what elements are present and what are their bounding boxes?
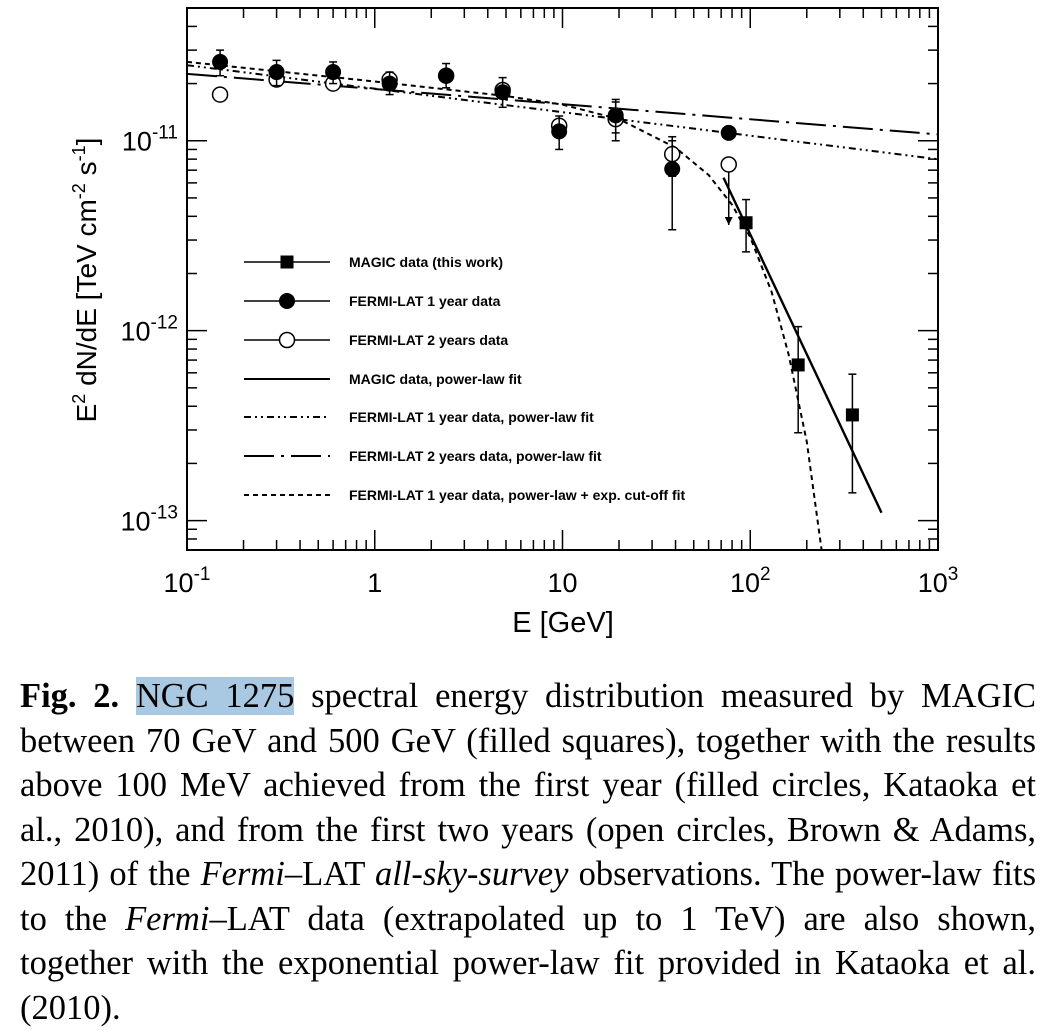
- legend-item: FERMI-LAT 2 years data, power-law fit: [244, 448, 602, 464]
- legend-label: MAGIC data, power-law fit: [349, 371, 522, 387]
- x-tick-label: 103: [918, 564, 959, 598]
- fit-line: [722, 177, 883, 514]
- y-axis-label: E2 dN/dE [TeV cm-2 s-1]: [69, 138, 102, 423]
- legend-label: MAGIC data (this work): [349, 254, 503, 270]
- data-point: [325, 64, 342, 81]
- y-tick-label: 10-13: [120, 503, 178, 537]
- upper-limit-arrowhead: [724, 217, 733, 226]
- caption-object-highlight: NGC 1275: [135, 677, 295, 715]
- data-point: [212, 53, 229, 70]
- y-tick-label: 10-11: [122, 123, 178, 157]
- legend-item: MAGIC data (this work): [244, 254, 503, 270]
- legend-label: FERMI-LAT 1 year data: [349, 293, 501, 309]
- data-point: [438, 67, 455, 84]
- x-tick-labels: 10-1 1 10 102 103: [164, 564, 959, 598]
- legend-label: FERMI-LAT 1 year data, power-law fit: [349, 409, 594, 425]
- data-point: [739, 216, 753, 230]
- data-point: [551, 123, 568, 140]
- data-point: [607, 107, 624, 124]
- legend-marker: [280, 255, 294, 269]
- legend-item: FERMI-LAT 1 year data, power-law + exp. …: [244, 487, 686, 503]
- x-tick-label: 102: [730, 564, 771, 598]
- caption-all-sky-survey: all-sky-survey: [374, 855, 569, 893]
- x-axis-label: E [GeV]: [512, 607, 614, 639]
- data-point: [268, 64, 285, 81]
- data-point: [211, 86, 229, 103]
- legend-item: FERMI-LAT 2 years data: [244, 331, 508, 349]
- data-point: [720, 156, 737, 173]
- caption-text-3: observations. The power-law fits to the: [20, 855, 1036, 938]
- caption-text-1: spectral energy distribution measured by…: [20, 677, 1036, 893]
- caption-text-2: –LAT: [284, 855, 375, 893]
- legend-marker: [279, 293, 295, 309]
- legend-item: FERMI-LAT 1 year data, power-law fit: [244, 409, 594, 425]
- legend: MAGIC data (this work) FERMI-LAT 1 year d…: [244, 254, 686, 503]
- data-point: [381, 75, 398, 92]
- fit-line: [187, 72, 938, 136]
- plot-frame: [186, 7, 939, 551]
- figure-caption: Fig. 2. NGC 1275 spectral energy distrib…: [20, 674, 1036, 1030]
- data-point: [791, 358, 805, 372]
- caption-fermi-2: Fermi: [125, 899, 210, 938]
- x-tick-label: 1: [367, 568, 382, 598]
- y-tick-label: 10-12: [120, 313, 178, 347]
- fit-line: [187, 64, 938, 161]
- fit-line: [187, 60, 823, 550]
- caption-text-4: –LAT data (extrapolated up to 1 TeV) are…: [20, 899, 1037, 1027]
- y-tick-labels: 10-11 10-12 10-13: [120, 123, 178, 537]
- caption-fig-label: Fig. 2.: [20, 677, 120, 715]
- axis-ticks: [186, 7, 938, 551]
- legend-item: FERMI-LAT 1 year data: [244, 293, 501, 309]
- data-point: [494, 84, 511, 101]
- legend-label: FERMI-LAT 2 years data: [349, 332, 508, 348]
- fit-lines: [187, 60, 938, 550]
- x-tick-label: 10: [547, 568, 577, 598]
- x-tick-label: 10-1: [164, 564, 211, 598]
- data-point: [664, 160, 681, 177]
- caption-fermi-1: Fermi: [200, 855, 285, 893]
- legend-marker: [278, 331, 296, 349]
- legend-label: FERMI-LAT 1 year data, power-law + exp. …: [349, 487, 686, 503]
- data-point: [845, 408, 859, 422]
- data-points: [211, 49, 859, 494]
- legend-item: MAGIC data, power-law fit: [244, 371, 522, 387]
- legend-label: FERMI-LAT 2 years data, power-law fit: [349, 448, 602, 464]
- data-point: [720, 124, 737, 141]
